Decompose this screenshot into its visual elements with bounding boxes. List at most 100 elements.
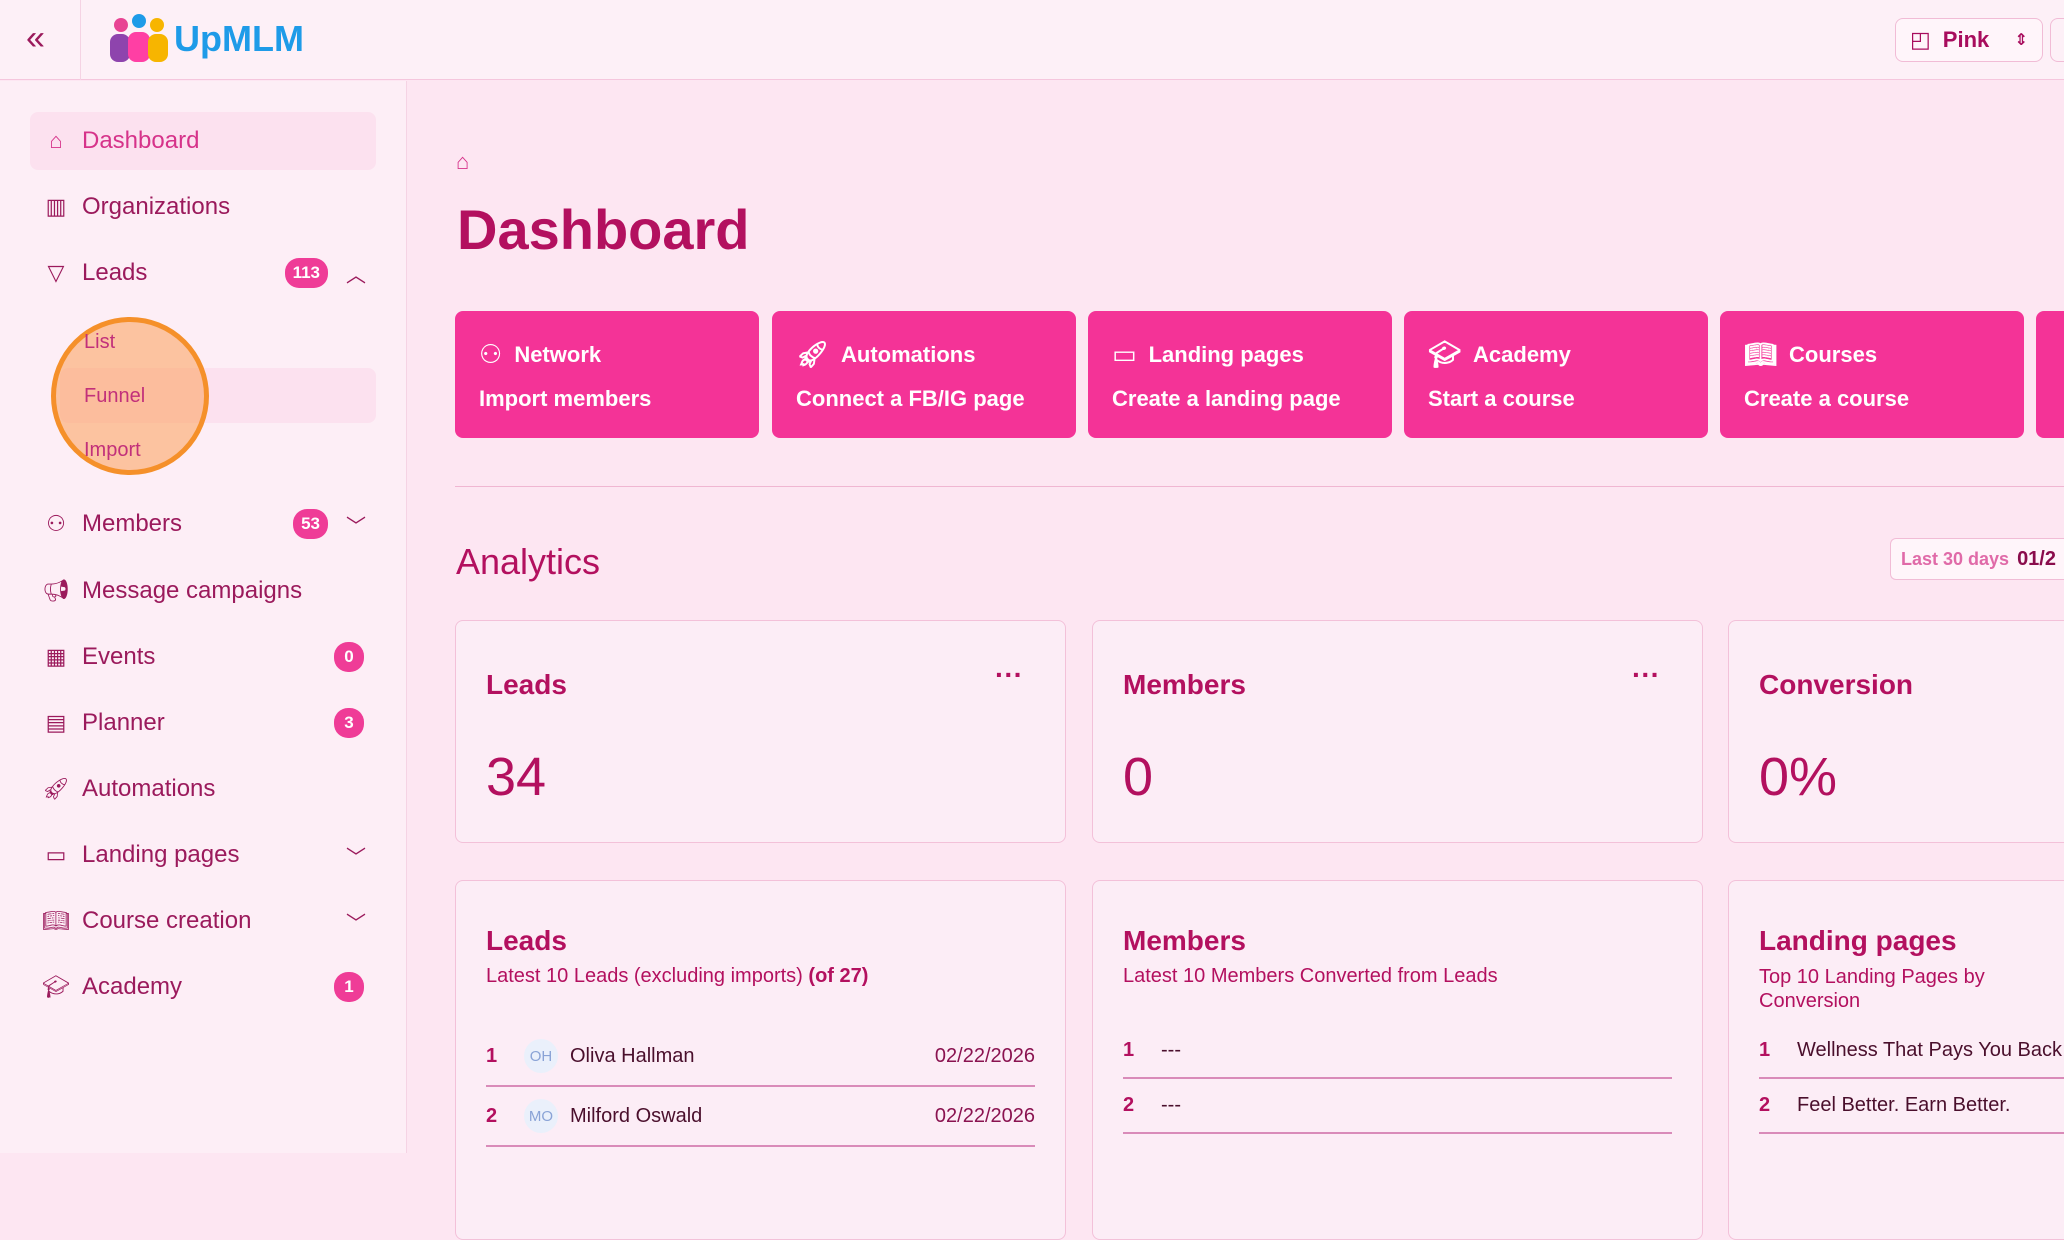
monitor-icon: ▭ (1112, 339, 1137, 369)
sidebar-item-course-creation[interactable]: 📖︎ Course creation ﹀ (30, 892, 376, 950)
landing-page-name: Wellness That Pays You Back (1797, 1039, 2062, 1061)
row-number: 1 (1123, 1039, 1135, 1061)
quick-action-title: Courses (1789, 341, 1878, 367)
avatar: OH (524, 1039, 558, 1073)
stat-card-members: Members ··· 0 (1092, 620, 1703, 843)
row-number: 1 (486, 1044, 498, 1067)
chevron-up-icon[interactable]: ︿ (346, 264, 366, 287)
sidebar-item-label: Planner (82, 709, 165, 736)
sidebar-item-planner[interactable]: ▤ Planner 3 (30, 694, 376, 752)
sidebar-subitem-list[interactable]: List (84, 331, 116, 353)
header-button-partial[interactable] (2050, 18, 2064, 62)
top-header: « UpMLM ◰ Pink ⇕ (0, 0, 2064, 80)
list-item: 1 --- (1123, 1024, 1672, 1079)
sidebar-subitem-import[interactable]: Import (84, 439, 141, 461)
card-title: Leads (486, 925, 567, 956)
quick-action-partial[interactable] (2036, 311, 2064, 438)
card-title: Landing pages (1759, 925, 1957, 956)
book-icon: 📖︎ (1744, 339, 1778, 369)
chevron-down-icon[interactable]: ﹀ (346, 846, 366, 869)
date-range-value: 01/2 (2017, 547, 2056, 570)
lead-name: Oliva Hallman (570, 1044, 695, 1067)
members-list-card: Members Latest 10 Members Converted from… (1092, 880, 1703, 1240)
quick-action-network[interactable]: ⚇ Network Import members (455, 311, 759, 438)
list-item[interactable]: 1 Wellness That Pays You Back (1759, 1024, 2064, 1079)
quick-action-label: Start a course (1428, 386, 1575, 411)
avatar: MO (524, 1099, 558, 1133)
lead-date: 02/22/2026 (934, 1104, 1035, 1127)
collapse-sidebar-icon[interactable]: « (26, 19, 45, 57)
member-name: --- (1161, 1094, 1181, 1116)
card-subtitle: Top 10 Landing Pages by Conversion (1759, 966, 1985, 1012)
funnel-icon: ▽ (47, 260, 65, 285)
more-options-icon[interactable]: ··· (1632, 659, 1660, 690)
quick-action-label: Create a course (1744, 386, 1910, 411)
subtitle-text: Latest 10 Leads (excluding imports) (486, 965, 803, 987)
main-content: ⌂ Dashboard ⚇ Network Import members 🚀︎ Aut… (408, 81, 2064, 1240)
quick-action-landing-pages[interactable]: ▭ Landing pages Create a landing page (1088, 311, 1392, 438)
members-badge: 53 (293, 509, 328, 539)
stat-title: Leads (486, 669, 567, 700)
events-badge: 0 (334, 642, 364, 672)
sidebar-item-members[interactable]: ⚇ Members 53 ﹀ (30, 495, 376, 553)
sidebar-item-message-campaigns[interactable]: 📢︎ Message campaigns (30, 562, 376, 620)
theme-value: Pink (1942, 27, 1990, 52)
sidebar-item-landing-pages[interactable]: ▭ Landing pages ﹀ (30, 826, 376, 884)
quick-action-title: Network (514, 341, 602, 367)
row-number: 2 (1759, 1094, 1771, 1116)
breadcrumb-home-icon[interactable]: ⌂ (456, 149, 470, 174)
sidebar-item-label: Organizations (82, 193, 231, 220)
users-icon: ⚇ (479, 339, 503, 369)
sidebar-item-dashboard[interactable]: ⌂ Dashboard (30, 112, 376, 170)
sidebar-item-automations[interactable]: 🚀︎ Automations (30, 760, 376, 818)
sidebar-subitem-funnel[interactable]: Funnel (84, 385, 146, 407)
row-number: 1 (1759, 1039, 1771, 1061)
sidebar-item-academy[interactable]: 🎓︎ Academy 1 (30, 958, 376, 1016)
page-title: Dashboard (457, 198, 750, 261)
logo[interactable]: UpMLM (110, 14, 304, 64)
theme-selector[interactable]: ◰ Pink ⇕ (1895, 18, 2043, 62)
sidebar-item-events[interactable]: ▦ Events 0 (30, 628, 376, 686)
stat-value: 0% (1759, 747, 1838, 807)
quick-action-automations[interactable]: 🚀︎ Automations Connect a FB/IG page (772, 311, 1076, 438)
stat-value: 34 (486, 747, 547, 807)
chevron-down-icon[interactable]: ﹀ (346, 515, 366, 538)
logo-mark-icon (110, 14, 168, 64)
lead-name: Milford Oswald (570, 1104, 703, 1127)
clipboard-icon: ▤ (45, 710, 67, 735)
planner-badge: 3 (334, 708, 364, 738)
home-icon: ⌂ (49, 128, 63, 153)
list-item[interactable]: 1 OH Oliva Hallman 02/22/2026 (486, 1027, 1035, 1087)
sidebar-item-label: Message campaigns (82, 577, 303, 604)
header-divider (80, 0, 81, 80)
more-options-icon[interactable]: ··· (995, 659, 1023, 690)
quick-action-title: Academy (1473, 341, 1571, 367)
list-item[interactable]: 2 Feel Better. Earn Better. (1759, 1079, 2064, 1134)
sidebar-item-label: Academy (82, 973, 183, 1000)
sidebar-item-organizations[interactable]: ▥ Organizations (30, 178, 376, 236)
sidebar-item-label: Leads (82, 259, 148, 286)
list-item[interactable]: 2 MO Milford Oswald 02/22/2026 (486, 1087, 1035, 1147)
sidebar-item-label: Landing pages (82, 841, 240, 868)
landing-pages-list-card: Landing pages Top 10 Landing Pages by Co… (1728, 880, 2064, 1240)
list-item: 2 --- (1123, 1079, 1672, 1134)
leads-badge: 113 (284, 258, 328, 288)
sidebar-item-leads[interactable]: ▽ Leads 113 ︿ (30, 244, 376, 302)
section-divider (455, 486, 2064, 487)
graduation-cap-icon: 🎓︎ (1428, 339, 1462, 369)
quick-action-label: Connect a FB/IG page (796, 386, 1025, 411)
quick-action-courses[interactable]: 📖︎ Courses Create a course (1720, 311, 2024, 438)
megaphone-icon: 📢︎ (42, 578, 70, 603)
analytics-heading: Analytics (456, 541, 601, 582)
academy-badge: 1 (334, 972, 364, 1002)
chevron-down-icon[interactable]: ﹀ (346, 912, 366, 935)
building-icon: ▥ (45, 194, 67, 219)
quick-action-title: Automations (841, 341, 976, 367)
palette-icon: ◰ (1910, 27, 1931, 52)
card-title: Members (1123, 925, 1246, 956)
row-number: 2 (1123, 1094, 1135, 1116)
users-icon: ⚇ (46, 511, 66, 536)
quick-action-academy[interactable]: 🎓︎ Academy Start a course (1404, 311, 1708, 438)
sidebar-item-label: Members (82, 510, 183, 537)
date-range-picker[interactable]: Last 30 days 01/2 (1890, 538, 2064, 580)
